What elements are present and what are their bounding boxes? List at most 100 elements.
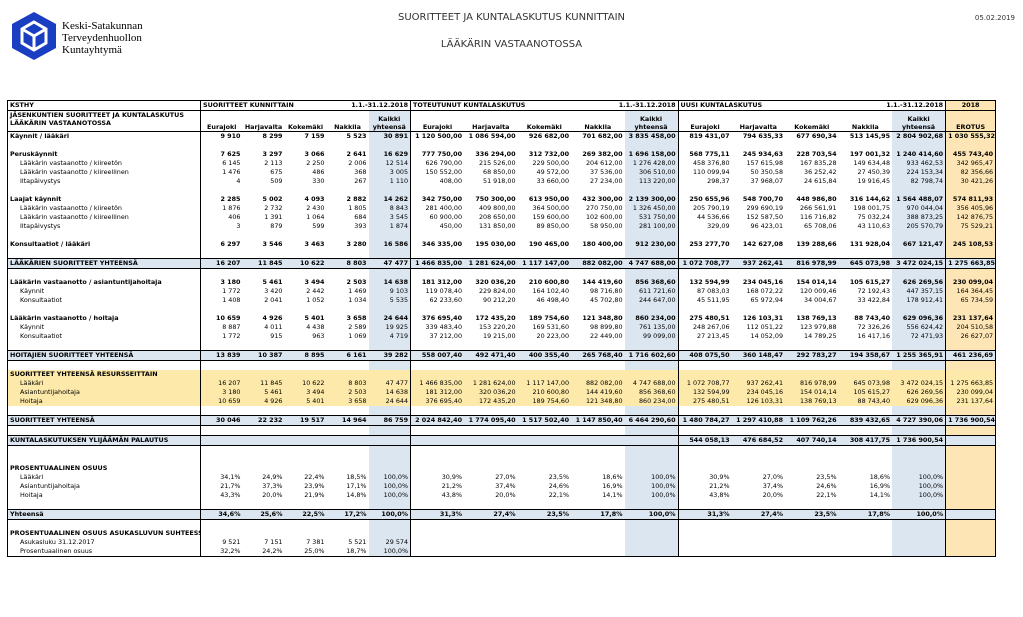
report-table: KSTHY SUORITTEET KUNNITTAIN 1.1.-31.12.201… [7,100,997,557]
value-cell: 172 435,20 [464,397,518,406]
value-cell: 4 747 688,00 [624,379,679,388]
empty-cell [945,341,996,351]
value-cell: 121 348,80 [582,314,623,322]
value-cell: 376 695,40 [410,314,465,323]
value-cell: 24 644 [368,397,411,406]
empty-cell [945,305,996,314]
value-cell: 8 843 [368,204,411,213]
empty-cell [285,455,327,464]
value-cell: 8 803 [326,258,369,269]
value-cell: 30,9% [410,473,465,482]
empty-cell [732,231,786,240]
value-cell: 269 382,00 [582,150,623,158]
value-cell: 1 874 [368,222,411,231]
empty-cell [464,500,518,510]
value-cell: 1 240 414,60 [892,150,946,159]
empty-cell [945,406,996,416]
value-cell: 231 137,64 [945,314,996,323]
value-cell: 131 850,00 [478,222,516,230]
empty-cell [200,425,243,436]
value-cell: 100,0% [368,509,411,520]
value-cell: 860 234,00 [624,314,679,323]
empty-cell [624,268,679,278]
data-row: Lääkärin vastaanotto / kiireellinen 1 476… [8,168,996,177]
empty-cell [732,361,786,371]
value-cell: 17,8% [571,509,625,520]
empty-cell [677,519,732,529]
value-cell: 105 615,27 [838,388,893,397]
empty-cell [785,249,839,259]
empty-cell [571,231,625,240]
empty-cell [464,305,518,314]
value-cell: 45 511,95 [677,296,732,305]
value-cell: 292 783,27 [785,350,839,361]
empty-cell [732,426,786,436]
value-cell: 23,9% [304,482,325,490]
value-cell: 3 180 [200,278,243,287]
value-cell [677,370,732,379]
spacer-row [8,519,996,529]
empty-cell [464,455,518,464]
value-cell: 3 066 [304,150,325,158]
column-header: Harjavalta [464,110,518,132]
data-row: Konsultaatiot 1 772 915 963 1 069 4 719 37 212… [8,332,996,341]
value-cell [677,538,732,547]
value-cell: 88 743,40 [854,314,891,322]
value-cell: 96 423,01 [750,222,784,230]
value-cell: 195 030,00 [475,240,516,248]
value-cell: 839 432,65 [838,415,893,426]
empty-cell [8,406,201,416]
value-cell: 2 589 [348,323,367,331]
value-cell: 116 716,82 [799,213,837,221]
value-cell: 248 267,06 [677,323,732,332]
value-cell: 22 449,00 [590,332,623,340]
empty-cell [732,446,786,456]
value-cell: 8 887 [200,323,243,332]
value-cell: 142 876,75 [945,213,996,222]
value-cell: 152 587,50 [746,213,784,221]
empty-cell [518,500,572,510]
value-cell: 1 517 502,40 [517,415,572,426]
value-cell: 167 835,28 [799,159,837,167]
empty-cell [243,249,285,259]
empty-cell [200,445,243,455]
empty-cell [285,500,327,510]
empty-cell [732,406,786,416]
value-cell: 126 103,31 [742,314,784,322]
value-cell: 27,0% [495,473,516,481]
value-cell: 281 400,00 [410,204,465,213]
empty-cell [892,268,946,278]
empty-cell [200,249,243,259]
value-cell: 100,0% [892,509,946,520]
value-cell: 267 [354,177,367,185]
value-cell: 3 835 458,00 [624,131,679,141]
empty-cell [945,249,996,259]
value-cell: 3 280 [346,240,367,248]
column-header: Harjavalta [731,110,786,132]
value-cell: 49 572,00 [536,168,570,176]
value-cell: 626 269,56 [892,278,946,287]
spacer-row [8,445,996,456]
value-cell [677,464,732,473]
value-cell: 168 072,22 [746,287,784,295]
value-cell: 100,0% [892,482,946,491]
value-cell: 306 510,00 [624,168,679,177]
value-cell: 3 005 [368,168,411,177]
empty-cell [945,268,996,278]
value-cell: 677 690,34 [796,132,837,140]
empty-cell [464,231,518,240]
value-cell: 65 972,94 [750,296,784,304]
value-cell [285,464,327,473]
row-label: KUNTALASKUTUKSEN YLIJÄÄMÄN PALAUTUS [7,435,201,446]
empty-cell [892,305,946,314]
column-header: EROTUS [945,110,996,132]
column-header: Nakkila [326,110,369,132]
value-cell: 1 147 850,40 [571,415,625,426]
value-cell [327,529,369,538]
spacer-row [8,141,996,150]
value-cell: 253 277,70 [677,240,732,249]
value-cell: 1 696 158,00 [624,150,679,159]
empty-cell [518,446,572,456]
value-cell: 24,2% [262,547,283,555]
value-cell: 970 044,04 [892,204,946,213]
